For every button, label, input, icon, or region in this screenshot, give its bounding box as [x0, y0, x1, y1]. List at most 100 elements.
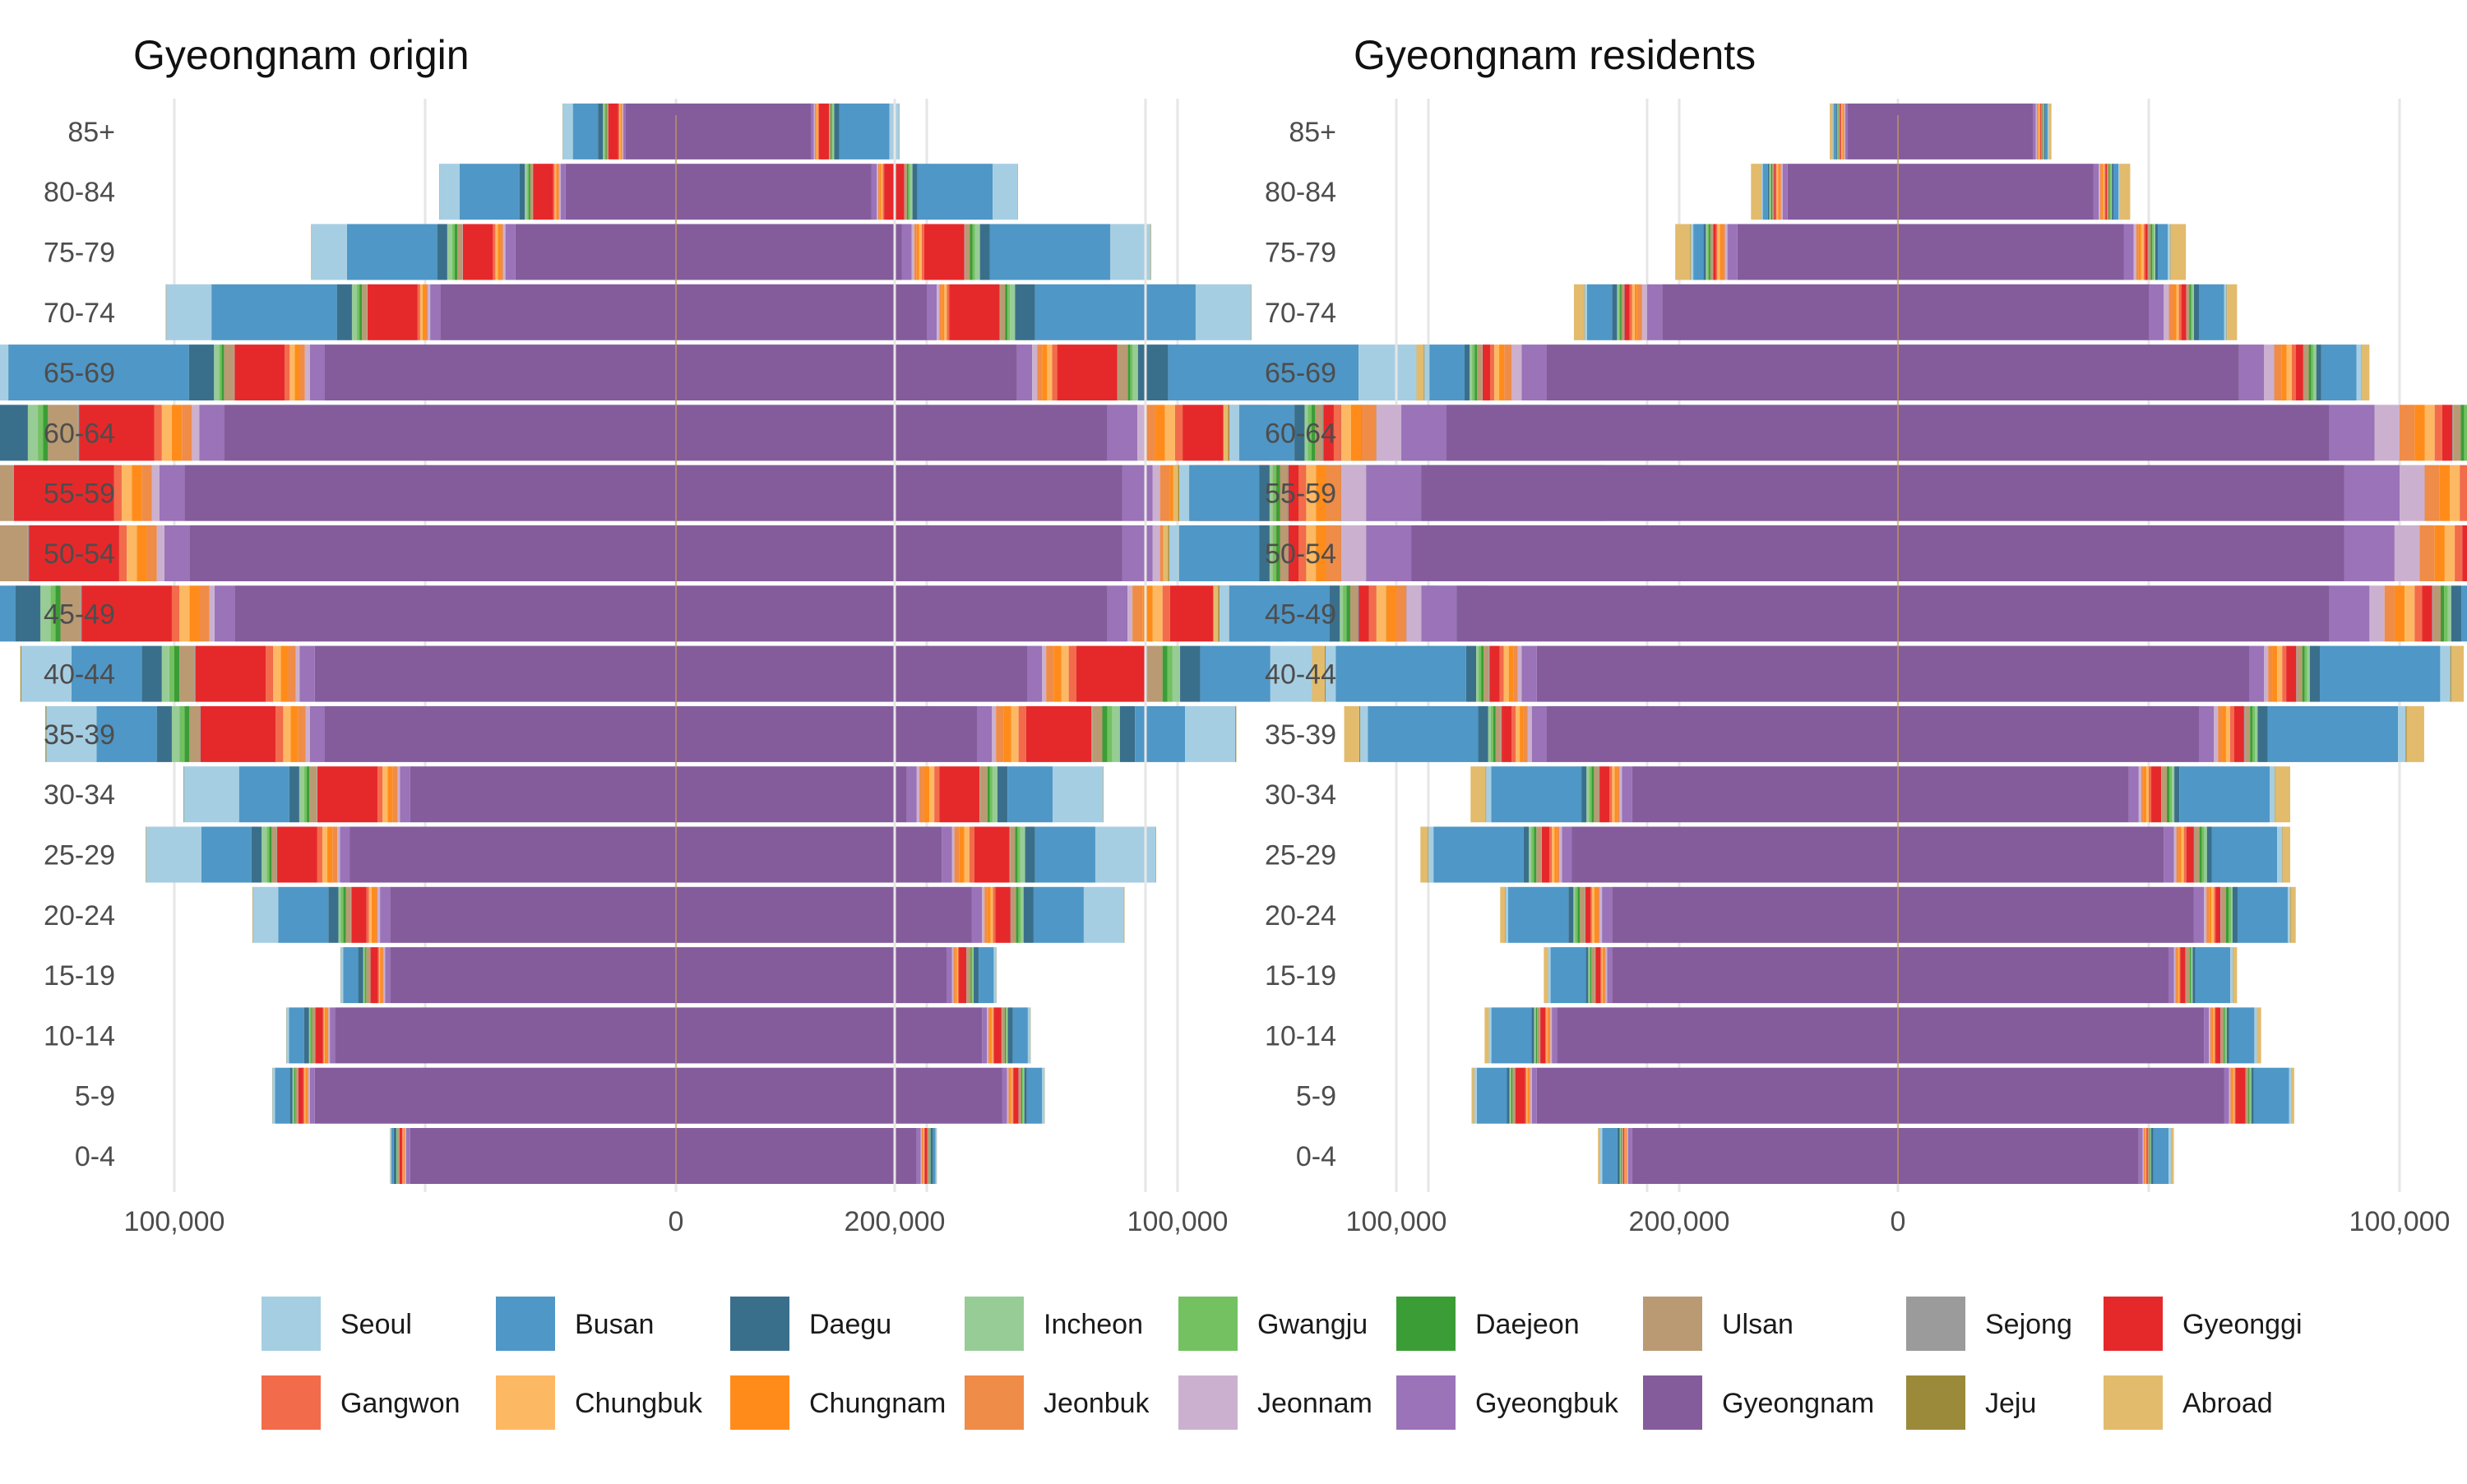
bar-gyeonggi-40-44-left [1489, 646, 1499, 702]
bar-daegu-25-29-left [252, 827, 262, 883]
bar-gyeongnam-55-59-right [1898, 465, 2344, 521]
bar-gangwon-20-24-right [2214, 887, 2215, 943]
bar-chungnam-75-79-left [498, 224, 500, 280]
legend-swatch [1396, 1297, 1456, 1351]
bar-gyeongbuk-20-24-left [1602, 887, 1612, 943]
bar-daejeon-85-left [605, 104, 606, 159]
bar-jeonbuk-75-79-left [501, 224, 503, 280]
bar-gyeongnam-40-44-left [1537, 646, 1898, 702]
y-tick-label: 55-59 [44, 478, 115, 510]
bar-jeonbuk-5-9-left [1529, 1068, 1530, 1124]
legend-item-jeju: Jeju [1906, 1375, 2036, 1430]
bar-chungnam-60-64-right [1155, 405, 1165, 460]
bar-sejong-75-79-left [462, 224, 463, 280]
bar-jeonnam-45-49-left [1406, 585, 1421, 641]
bar-ulsan-5-9-left [1512, 1068, 1515, 1124]
bar-busan-85-left [1834, 104, 1836, 159]
legend-label: Abroad [2182, 1388, 2273, 1419]
bar-chungbuk-60-64-right [2425, 405, 2435, 460]
bar-gwangju-20-24-right [2229, 887, 2231, 943]
bar-gangwon-70-74-left [1630, 284, 1632, 340]
bar-gyeongnam-45-49-right [676, 585, 1108, 641]
bar-seoul-10-14-left [1489, 1007, 1492, 1063]
bar-daejeon-40-44-left [174, 646, 179, 702]
bar-gangwon-55-59-right [2460, 465, 2467, 521]
bar-gyeongbuk-40-44-left [1522, 646, 1537, 702]
bar-gyeongnam-15-19-right [1898, 947, 2168, 1003]
legend-label: Gwangju [1257, 1309, 1368, 1340]
bar-seoul-65-69-right [2357, 344, 2362, 400]
bar-abroad-45-49-left [1213, 585, 1218, 641]
bar-incheon-40-44-right [1173, 646, 1180, 702]
bar-incheon-25-29-right [1020, 827, 1025, 883]
bar-chungbuk-20-24-left [1592, 887, 1595, 943]
bar-chungnam-25-29-left [327, 827, 332, 883]
bar-chungbuk-75-79-right [919, 224, 922, 280]
bar-daegu-70-74-right [2194, 284, 2199, 340]
bar-gwangju-85-left [1837, 104, 1838, 159]
bar-daegu-75-79-right [980, 224, 990, 280]
bar-daejeon-10-14-left [1536, 1007, 1537, 1063]
bar-sejong-40-44-left [194, 646, 195, 702]
bar-jeonbuk-10-14-left [1548, 1007, 1550, 1063]
bar-gyeonggi-65-69-right [2296, 344, 2303, 400]
bar-jeonbuk-60-64-left [182, 405, 192, 460]
x-tick-label: 0 [669, 1206, 684, 1237]
bar-busan-10-14-right [2229, 1007, 2255, 1063]
y-tick-labels: 0-45-910-1415-1920-2425-2930-3435-3940-4… [44, 117, 115, 1172]
bar-gyeongnam-0-4-left [410, 1128, 676, 1184]
bar-chungnam-5-9-left [1527, 1068, 1529, 1124]
legend-label: Gyeongnam [1722, 1388, 1874, 1419]
bar-jeonnam-10-14-right [2209, 1007, 2210, 1063]
y-tick-label: 85+ [1289, 117, 1336, 148]
legend-item-gwangju: Gwangju [1178, 1297, 1368, 1351]
bar-daejeon-75-79-right [2150, 224, 2152, 280]
bar-ulsan-80-84-right [2108, 164, 2109, 220]
legend-item-gyeonggi: Gyeonggi [2104, 1297, 2303, 1351]
bar-chungnam-5-9-left [305, 1068, 307, 1124]
bar-gyeongnam-10-14-right [1898, 1007, 2204, 1063]
bar-daejeon-25-29-right [1015, 827, 1017, 883]
bar-chungbuk-80-84-right [881, 164, 882, 220]
bar-daejeon-70-74-right [1005, 284, 1007, 340]
bar-jeonnam-50-54-left [1341, 525, 1367, 581]
bar-chungbuk-40-44-right [1061, 646, 1068, 702]
bar-incheon-65-69-left [1470, 344, 1472, 400]
bar-chungnam-45-49-left [1386, 585, 1396, 641]
bar-gangwon-60-64-right [1175, 405, 1183, 460]
bar-incheon-5-9-left [1510, 1068, 1511, 1124]
bar-chungnam-70-74-left [1635, 284, 1637, 340]
bar-gangwon-40-44-right [2282, 646, 2286, 702]
bar-ulsan-75-79-left [1710, 224, 1713, 280]
bar-seoul-75-79-right [2168, 224, 2170, 280]
bar-jeonbuk-40-44-left [1514, 646, 1518, 702]
bar-gyeongnam-5-9-right [676, 1068, 1002, 1124]
bar-gyeongnam-60-64-left [224, 405, 676, 460]
bar-abroad-30-34-left [1470, 766, 1485, 822]
bar-incheon-65-69-right [1133, 344, 1138, 400]
bar-incheon-30-34-right [993, 766, 997, 822]
bar-gyeongbuk-25-29-left [340, 827, 349, 883]
bar-daejeon-25-29-right [2200, 827, 2202, 883]
bar-sejong-35-39-right [2244, 706, 2245, 762]
bar-gangwon-70-74-right [2179, 284, 2182, 340]
bar-chungbuk-65-69-left [1494, 344, 1499, 400]
bar-daegu-30-34-left [289, 766, 299, 822]
bar-jeonnam-40-44-right [2264, 646, 2268, 702]
bar-gyeonggi-25-29-left [277, 827, 317, 883]
bar-ulsan-85-right [829, 104, 831, 159]
bar-jeonbuk-0-4-left [1626, 1128, 1627, 1184]
bar-chungnam-60-64-right [2414, 405, 2424, 460]
bar-seoul-70-74-left [166, 284, 211, 340]
bar-gwangju-65-69-right [1131, 344, 1133, 400]
bar-sejong-70-74-left [367, 284, 368, 340]
y-tick-label: 40-44 [1265, 659, 1336, 691]
bar-gyeongbuk-0-4-right [917, 1128, 921, 1184]
bar-gangwon-25-29-left [317, 827, 322, 883]
bar-ulsan-80-84-right [905, 164, 907, 220]
bar-daegu-70-74-right [1015, 284, 1034, 340]
bar-incheon-60-64-left [28, 405, 38, 460]
bar-jeju-30-34-right [1103, 766, 1104, 822]
bar-gyeongnam-85-right [676, 104, 812, 159]
bar-jeonnam-70-74-left [428, 284, 430, 340]
